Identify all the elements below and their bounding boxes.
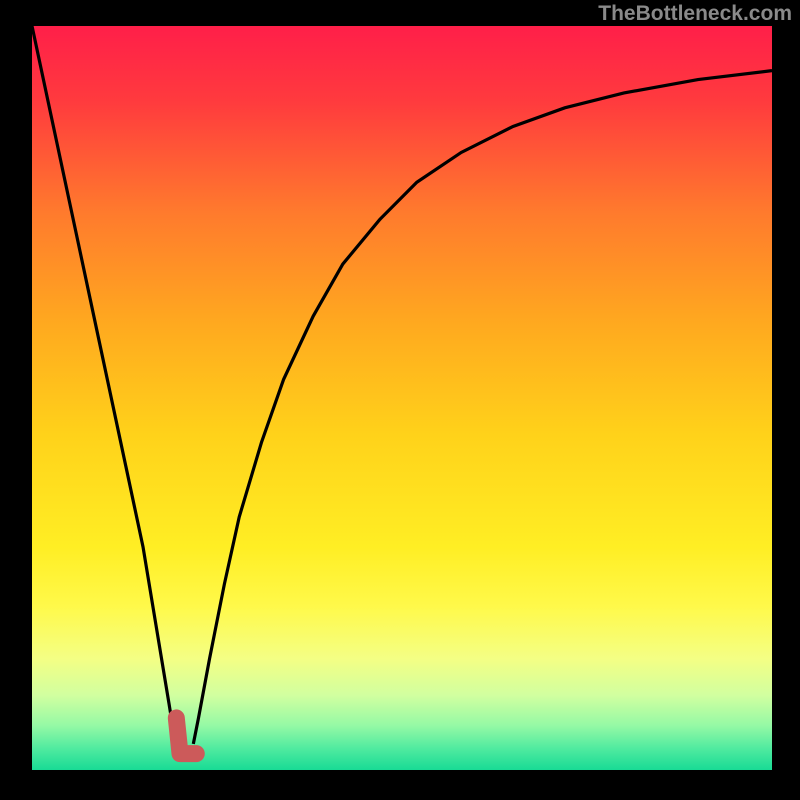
watermark-text: TheBottleneck.com	[598, 2, 792, 26]
curve-layer	[32, 26, 772, 770]
curve-right	[193, 71, 772, 744]
plot-area	[32, 26, 772, 770]
chart-container: { "watermark": { "text": "TheBottleneck.…	[0, 0, 800, 800]
curve-left	[32, 26, 176, 744]
highlight-marker	[176, 718, 196, 754]
